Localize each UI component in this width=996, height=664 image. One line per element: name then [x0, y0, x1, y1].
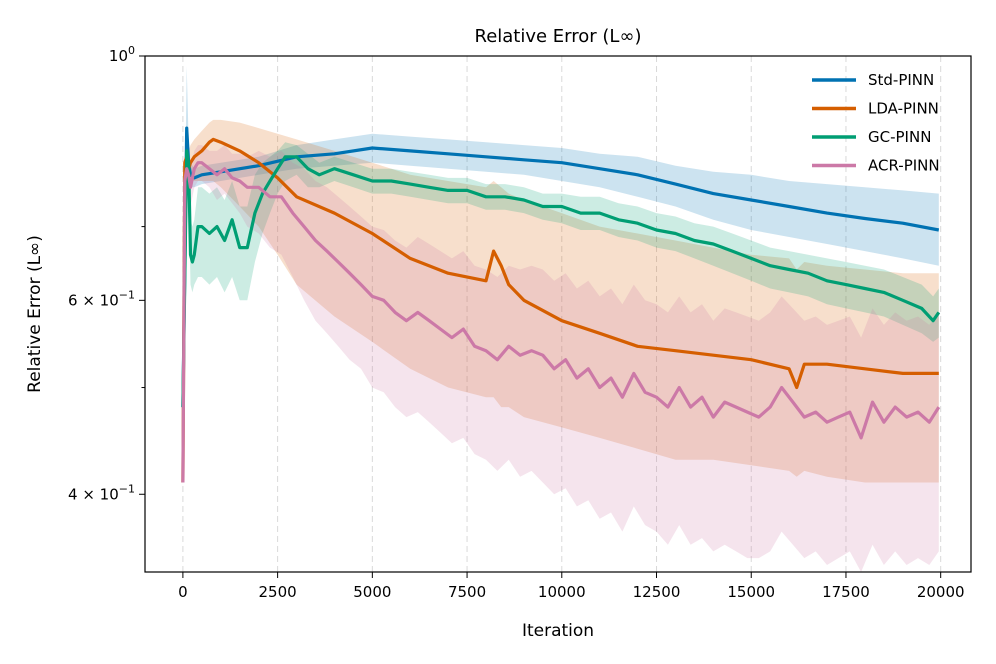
legend-label-gc-pinn: GC-PINN	[868, 128, 931, 146]
band-acr-pinn	[182, 145, 939, 572]
line-gc-pinn	[181, 149, 941, 408]
line-acr-pinn	[181, 161, 941, 483]
y-tick-base: 6 × 10	[68, 291, 119, 309]
y-tick-base: 10	[109, 47, 128, 65]
legend-label-acr-pinn: ACR-PINN	[868, 157, 940, 175]
legend-label-lda-pinn: LDA-PINN	[868, 100, 939, 118]
band-gc-pinn	[182, 128, 939, 428]
chart-title-text: Relative Error (L∞)	[475, 26, 642, 47]
band-std-pinn	[182, 65, 939, 428]
x-tick-label: 10000	[538, 583, 586, 601]
grid-lines	[182, 56, 942, 572]
chart-title: Relative Error (L∞)	[475, 26, 642, 47]
y-tick-label: 6 × 10−1	[68, 288, 135, 309]
y-tick-exponent: 0	[128, 44, 135, 57]
series-lines	[181, 126, 941, 483]
x-tick-label: 12500	[633, 583, 681, 601]
x-tick-label: 0	[178, 583, 188, 601]
x-tick-label: 17500	[822, 583, 870, 601]
line-std-pinn	[181, 126, 940, 408]
x-tick-label: 5000	[353, 583, 391, 601]
y-tick-base: 4 × 10	[68, 485, 119, 503]
plot-frame	[144, 55, 972, 573]
legend-label-std-pinn: Std-PINN	[868, 71, 934, 89]
x-axis-label: Iteration	[522, 621, 594, 641]
band-lda-pinn	[182, 119, 939, 483]
x-tick-label: 15000	[727, 583, 775, 601]
y-tick-label: 100	[109, 44, 135, 65]
y-tick-label: 4 × 10−1	[68, 482, 135, 503]
y-axis-label: Relative Error (L∞)	[25, 235, 45, 393]
x-axis-ticks: 0 2500 5000 7500 10000 12500 15000 17500 20000	[178, 572, 965, 601]
confidence-bands	[182, 65, 939, 572]
y-tick-exponent: −1	[119, 482, 135, 495]
legend: Std-PINN LDA-PINN GC-PINN ACR-PINN	[812, 71, 940, 175]
x-tick-label: 2500	[259, 583, 297, 601]
y-tick-exponent: −1	[119, 288, 135, 301]
x-tick-label: 7500	[448, 583, 486, 601]
line-lda-pinn	[181, 137, 939, 483]
x-tick-label: 20000	[917, 583, 965, 601]
